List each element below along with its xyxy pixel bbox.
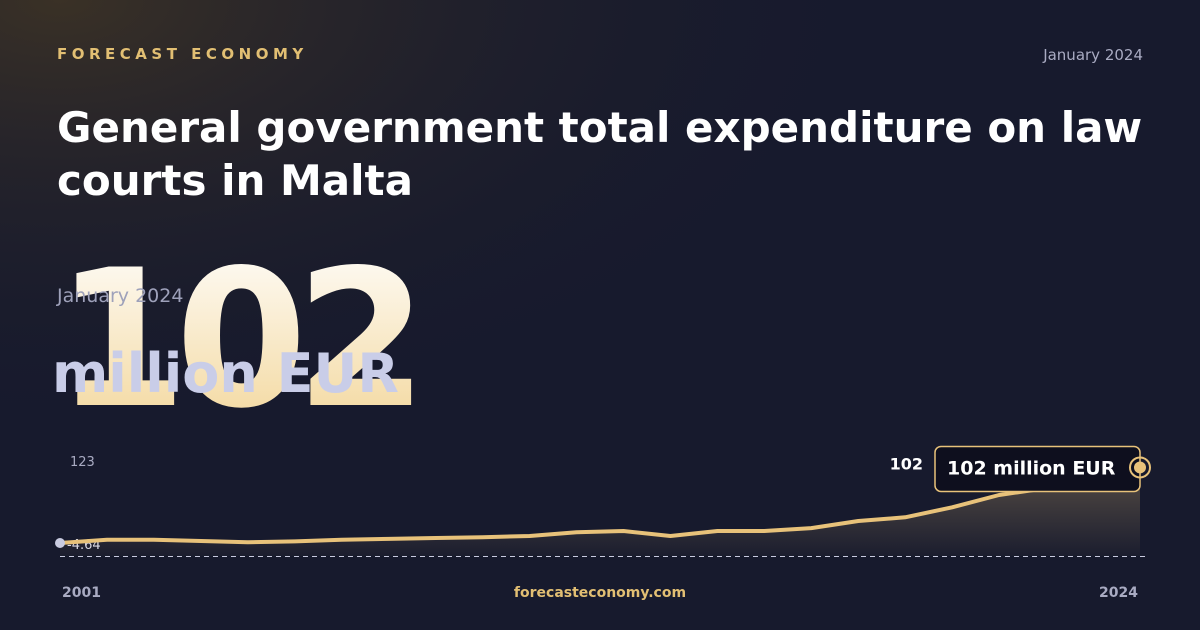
- title-line: General government total expenditure on …: [57, 103, 1142, 152]
- headline-value: 102: [55, 229, 416, 450]
- headline-date: January 2024: [56, 285, 183, 307]
- footer: forecasteconomy.com: [514, 585, 686, 601]
- title-line: courts in Malta: [57, 156, 413, 205]
- date: January 2024: [1042, 46, 1143, 64]
- headline-unit: million EUR: [52, 342, 399, 405]
- y-tick-label: 123: [70, 455, 95, 470]
- x-tick-label: 2001: [62, 585, 101, 601]
- line: [58, 465, 1142, 545]
- end-dot: [1134, 461, 1146, 474]
- area: [60, 467, 1140, 556]
- end-value-label: 102: [890, 454, 923, 473]
- chart-title: General government total expenditure on …: [57, 103, 1157, 205]
- brand: FORECAST ECONOMY: [57, 45, 308, 63]
- x-tick-label: 2024: [1099, 585, 1138, 601]
- end-ring: [1129, 456, 1151, 479]
- callout-label: 102 million EUR: [947, 457, 1116, 479]
- start-dot: [55, 538, 65, 549]
